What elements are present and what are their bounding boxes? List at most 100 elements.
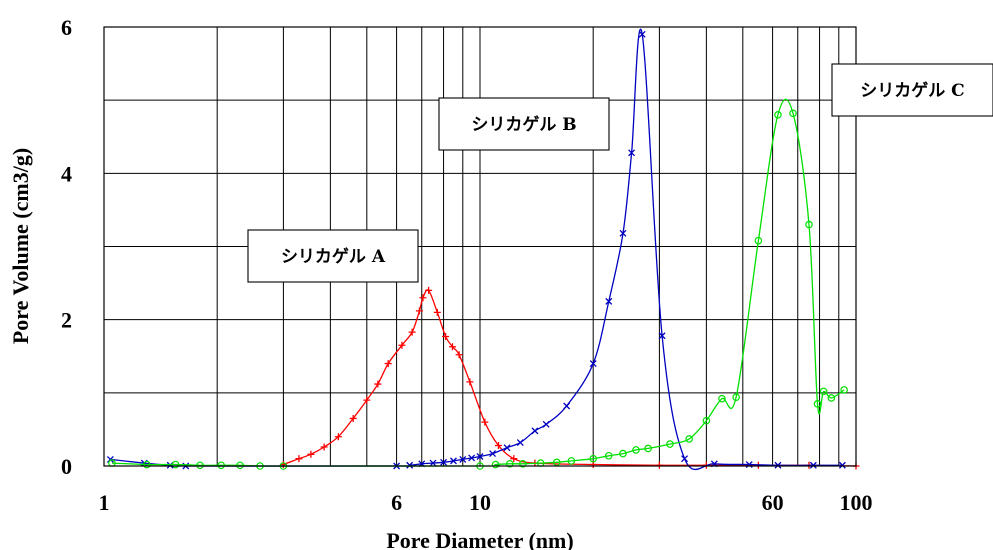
y-tick-label: 4 (61, 161, 72, 186)
data-point (638, 30, 646, 38)
data-point (374, 380, 382, 388)
series-3 (108, 98, 848, 470)
data-point (468, 454, 476, 462)
data-point (827, 394, 836, 402)
x-tick-label: 60 (762, 490, 784, 515)
data-point (495, 442, 503, 450)
data-point (320, 443, 328, 451)
data-point (732, 393, 740, 402)
data-point (143, 460, 151, 469)
data-point (384, 360, 392, 368)
series-layer (106, 28, 860, 471)
data-point (334, 433, 342, 441)
data-point (440, 458, 448, 466)
data-point (666, 440, 674, 448)
data-point (774, 111, 782, 119)
x-tick-label: 6 (391, 490, 402, 515)
grid (104, 27, 856, 466)
data-point (419, 294, 427, 302)
data-point (644, 444, 652, 453)
data-point (809, 461, 817, 469)
data-point (363, 396, 371, 404)
x-axis-title: Pore Diameter (nm) (386, 528, 573, 550)
data-point (433, 308, 441, 316)
data-point (632, 446, 640, 454)
data-point (429, 459, 437, 467)
data-point (838, 461, 846, 469)
data-point (604, 451, 613, 460)
annotation-box: シリカゲル B (438, 97, 610, 151)
data-point (819, 387, 828, 396)
data-point (567, 457, 576, 465)
data-point (658, 332, 666, 340)
data-point (589, 454, 597, 463)
data-point (840, 386, 848, 394)
y-tick-label: 6 (61, 15, 72, 40)
data-point (774, 461, 782, 469)
data-point (476, 453, 484, 460)
data-point (415, 307, 423, 315)
data-point (805, 220, 813, 229)
series-line (111, 98, 845, 467)
annotation-label: シリカゲル A (281, 246, 386, 267)
data-point (459, 455, 467, 463)
data-point (425, 286, 433, 294)
data-point (450, 457, 457, 465)
data-point (516, 439, 524, 447)
data-point (563, 402, 571, 410)
data-point (466, 378, 474, 386)
x-tick-label: 100 (840, 490, 873, 515)
data-point (813, 400, 822, 408)
data-point (455, 351, 463, 359)
data-point (685, 435, 693, 443)
annotation-box: シリカゲル C (831, 63, 993, 117)
annotation-frame (438, 97, 610, 151)
data-point (605, 297, 613, 305)
y-tick-label: 0 (61, 454, 72, 479)
data-point (481, 418, 489, 426)
data-point (505, 460, 514, 468)
data-point (295, 455, 303, 463)
y-tick-labels: 0 2 4 6 (61, 15, 72, 479)
annotation-frame (247, 229, 419, 283)
data-point (619, 449, 627, 458)
data-point (655, 461, 663, 469)
data-point (503, 444, 511, 452)
data-point (106, 455, 114, 463)
data-point (442, 332, 450, 340)
data-point (196, 461, 204, 470)
data-point (628, 149, 636, 157)
data-point (519, 460, 527, 468)
plot-frame (103, 26, 857, 467)
data-point (542, 420, 550, 428)
data-point (531, 427, 539, 435)
x-tick-labels: 1 6 10 60 100 (99, 490, 873, 515)
x-tick-label: 1 (99, 490, 110, 515)
data-point (171, 460, 180, 469)
y-axis-title: Pore Volume (cm3/g) (8, 148, 33, 344)
data-point (489, 450, 497, 458)
series-line (110, 28, 843, 471)
annotation-label: シリカゲル B (471, 114, 576, 135)
data-point (408, 328, 416, 336)
data-point (754, 236, 763, 245)
data-point (718, 394, 726, 403)
annotation-box: シリカゲル A (247, 229, 419, 283)
data-point (789, 109, 797, 118)
annotation-label: シリカゲル C (860, 80, 964, 101)
data-point (491, 460, 500, 469)
data-point (589, 360, 597, 368)
annotations: シリカゲル A シリカゲル B シリカゲル C (247, 63, 993, 283)
data-point (406, 461, 414, 469)
data-point (307, 450, 315, 458)
x-tick-label: 10 (469, 490, 491, 515)
data-point (681, 455, 689, 463)
data-point (448, 343, 456, 351)
data-point (510, 455, 518, 463)
y-tick-label: 2 (61, 308, 72, 333)
series-line (283, 289, 857, 467)
data-point (619, 229, 627, 237)
data-point (398, 341, 406, 349)
data-point (702, 416, 711, 425)
